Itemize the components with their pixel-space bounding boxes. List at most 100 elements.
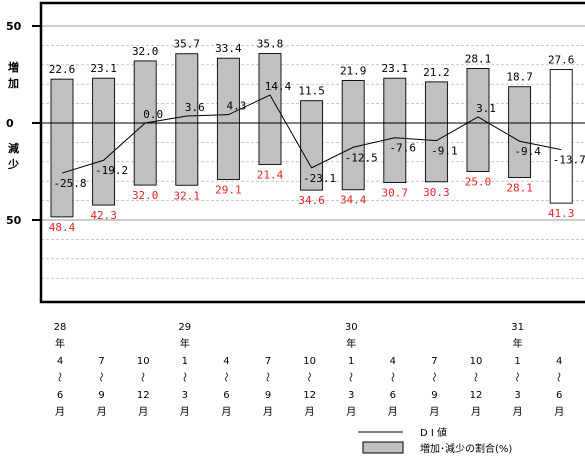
increase-label: 35.8: [257, 38, 284, 51]
legend-bar-swatch: [362, 441, 404, 454]
x-tick-label: 〜: [469, 372, 480, 382]
x-tick-label: 10: [137, 356, 150, 367]
increase-label: 35.7: [174, 38, 201, 51]
x-tick-label: 〜: [552, 372, 563, 382]
di-label: -9.4: [514, 145, 541, 158]
y-tick-label: 50: [6, 214, 22, 227]
di-line: [61, 94, 562, 174]
di-label: -13.7: [553, 154, 585, 167]
x-tick-label: 31: [511, 322, 524, 333]
decrease-label: 28.1: [506, 182, 533, 195]
increase-label: 11.5: [298, 85, 325, 98]
di-label: -19.2: [95, 164, 128, 177]
x-tick-label: 1: [514, 356, 520, 367]
decrease-label: 41.3: [548, 207, 575, 220]
bar: [341, 80, 365, 191]
y-label-increase: 加: [7, 76, 19, 90]
decrease-label: 48.4: [49, 221, 76, 234]
x-tick-label: 6: [223, 390, 229, 401]
bar: [549, 69, 573, 204]
bar: [383, 77, 407, 184]
x-tick-label: 1: [182, 356, 188, 367]
increase-label: 33.4: [215, 42, 242, 55]
x-tick-label: 〜: [136, 372, 147, 382]
bar: [92, 77, 116, 206]
x-tick-label: 4: [57, 356, 63, 367]
decrease-label: 42.3: [90, 209, 117, 222]
x-tick-label: 月: [554, 406, 564, 418]
x-tick-label: 月: [138, 406, 148, 418]
x-tick-label: 月: [305, 406, 315, 418]
x-tick-label: 〜: [344, 372, 355, 382]
x-tick-label: 28: [54, 322, 67, 333]
legend-bar-label: 増加･減少の割合(%): [420, 442, 512, 455]
decrease-label: 32.0: [132, 189, 159, 202]
bar: [466, 68, 490, 172]
x-tick-label: 月: [221, 406, 231, 418]
di-label: 3.1: [476, 102, 496, 115]
decrease-label: 29.1: [215, 183, 242, 196]
x-tick-label: 月: [97, 406, 107, 418]
di-label: -25.8: [53, 177, 86, 190]
x-tick-label: 月: [388, 406, 398, 418]
x-tick-label: 月: [263, 406, 273, 418]
x-tick-label: 6: [390, 390, 396, 401]
x-tick-label: 月: [429, 406, 439, 418]
plot-frame: [39, 1, 585, 304]
y-tick-label: 50: [6, 20, 22, 33]
x-tick-label: 10: [470, 356, 483, 367]
x-tick-label: 9: [98, 390, 104, 401]
x-tick-label: 〜: [427, 372, 438, 382]
bar: [216, 57, 240, 180]
di-label: 4.3: [226, 100, 246, 113]
x-tick-label: 7: [431, 356, 437, 367]
x-tick-label: 〜: [261, 372, 272, 382]
x-tick-label: 〜: [511, 372, 522, 382]
x-tick-label: 年: [346, 337, 356, 350]
increase-label: 23.1: [382, 62, 409, 75]
x-tick-label: 7: [98, 356, 104, 367]
legend-line-label: D I 値: [420, 426, 447, 439]
x-tick-label: 12: [303, 390, 316, 401]
bar: [50, 78, 74, 218]
x-tick-label: 29: [178, 322, 191, 333]
di-label: 14.4: [265, 80, 292, 93]
di-label: -12.5: [345, 151, 378, 164]
decrease-label: 25.0: [465, 176, 492, 189]
increase-label: 32.0: [132, 45, 159, 58]
bar: [424, 81, 448, 183]
x-tick-label: 年: [180, 337, 190, 350]
di-label: -7.6: [390, 142, 417, 155]
di-label: 3.6: [185, 101, 205, 114]
di-label: -9.1: [431, 145, 458, 158]
x-tick-label: 7: [265, 356, 271, 367]
x-tick-label: 〜: [386, 372, 397, 382]
x-tick-label: 〜: [303, 372, 314, 382]
x-tick-label: 〜: [178, 372, 189, 382]
di-label: 0.0: [143, 108, 163, 121]
x-tick-label: 〜: [95, 372, 106, 382]
x-tick-label: 月: [346, 406, 356, 418]
x-tick-label: 〜: [219, 372, 230, 382]
increase-label: 23.1: [90, 62, 117, 75]
x-tick-label: 月: [513, 406, 523, 418]
increase-label: 28.1: [465, 52, 492, 65]
decrease-label: 21.4: [257, 169, 284, 182]
x-tick-label: 月: [471, 406, 481, 418]
x-tick-label: 月: [180, 406, 190, 418]
x-tick-label: 4: [556, 356, 562, 367]
decrease-label: 32.1: [174, 189, 201, 202]
y-label-decrease: 少: [7, 157, 19, 171]
x-tick-label: 4: [223, 356, 229, 367]
x-tick-label: 年: [55, 337, 65, 350]
x-tick-label: 3: [348, 390, 354, 401]
decrease-label: 34.6: [298, 194, 325, 207]
bar: [258, 53, 282, 165]
x-tick-label: 6: [556, 390, 562, 401]
x-tick-label: 6: [57, 390, 63, 401]
y-label-increase: 増: [8, 60, 19, 74]
x-tick-label: 〜: [53, 372, 64, 382]
increase-label: 22.6: [49, 63, 76, 76]
x-tick-label: 30: [345, 322, 358, 333]
